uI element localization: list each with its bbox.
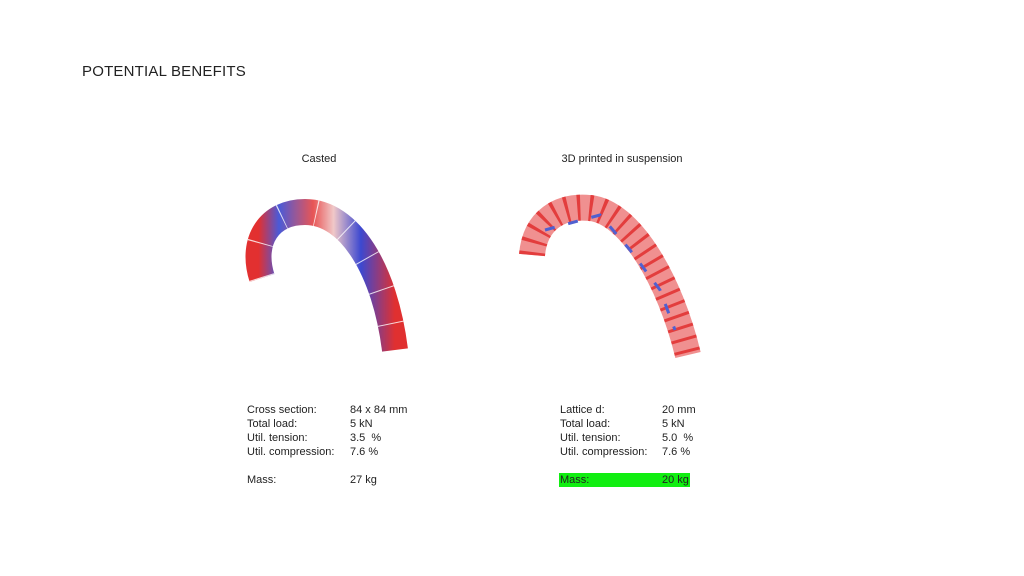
mass-label: Mass: [247, 474, 277, 486]
property-value: 7.6 % [662, 446, 691, 458]
property-value: 5.0 % [662, 432, 694, 444]
slide-title: POTENTIAL BENEFITS [82, 63, 246, 80]
property-value: 3.5 % [350, 432, 382, 444]
property-label: Util. compression: [247, 446, 335, 458]
mass-highlight [559, 473, 690, 487]
property-label: Lattice d: [560, 404, 605, 416]
panel-heading: Casted [301, 153, 337, 165]
property-value: 5 kN [662, 418, 685, 430]
property-label: Util. tension: [247, 432, 308, 444]
property-value: 5 kN [350, 418, 373, 430]
property-value: 20 mm [662, 404, 696, 416]
property-value: 84 x 84 mm [350, 404, 408, 416]
mass-value: 20 kg [662, 474, 689, 486]
mass-value: 27 kg [350, 474, 377, 486]
lattice-arch [519, 194, 701, 359]
property-label: Total load: [560, 418, 611, 430]
property-label: Total load: [247, 418, 298, 430]
property-label: Cross section: [247, 404, 317, 416]
mass-label: Mass: [560, 474, 590, 486]
property-label: Util. compression: [560, 446, 648, 458]
casted-arch [245, 198, 408, 352]
property-label: Util. tension: [560, 432, 621, 444]
property-value: 7.6 % [350, 446, 379, 458]
panel-heading: 3D printed in suspension [561, 153, 683, 165]
